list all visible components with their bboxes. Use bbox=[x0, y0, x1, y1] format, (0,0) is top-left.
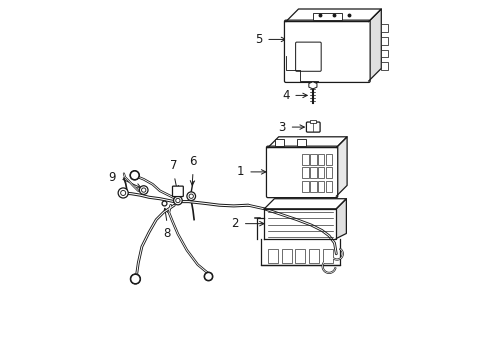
Bar bbox=[296, 139, 305, 146]
Bar bbox=[317, 181, 324, 192]
Text: 6: 6 bbox=[189, 155, 196, 168]
Bar bbox=[309, 167, 316, 178]
FancyBboxPatch shape bbox=[172, 186, 183, 197]
Text: 8: 8 bbox=[163, 227, 170, 240]
Text: 3: 3 bbox=[278, 121, 285, 134]
Bar bbox=[275, 139, 284, 146]
Bar bbox=[309, 154, 316, 165]
Bar bbox=[309, 181, 316, 192]
Circle shape bbox=[118, 188, 128, 198]
Polygon shape bbox=[285, 9, 381, 22]
Bar bbox=[381, 37, 387, 45]
FancyBboxPatch shape bbox=[266, 146, 337, 198]
Text: 2: 2 bbox=[231, 217, 239, 230]
Polygon shape bbox=[336, 137, 346, 196]
Bar bbox=[302, 181, 308, 192]
Circle shape bbox=[130, 274, 140, 284]
Circle shape bbox=[186, 192, 195, 201]
Bar bbox=[308, 249, 318, 263]
Text: 7: 7 bbox=[169, 159, 177, 172]
FancyBboxPatch shape bbox=[306, 122, 320, 132]
Circle shape bbox=[204, 272, 212, 281]
Bar bbox=[295, 249, 305, 263]
Bar bbox=[381, 49, 387, 57]
Circle shape bbox=[130, 171, 139, 180]
Text: 4: 4 bbox=[282, 89, 289, 102]
Polygon shape bbox=[267, 137, 346, 148]
Circle shape bbox=[204, 273, 212, 280]
Bar bbox=[281, 249, 291, 263]
Circle shape bbox=[173, 196, 182, 205]
Circle shape bbox=[139, 186, 148, 194]
Polygon shape bbox=[308, 82, 316, 89]
Polygon shape bbox=[368, 9, 381, 81]
FancyBboxPatch shape bbox=[284, 20, 369, 82]
Circle shape bbox=[130, 274, 140, 284]
Bar bbox=[317, 167, 324, 178]
Text: 9: 9 bbox=[108, 171, 116, 184]
Bar bbox=[302, 154, 308, 165]
Circle shape bbox=[141, 188, 145, 192]
Polygon shape bbox=[264, 199, 346, 209]
Bar bbox=[381, 62, 387, 70]
Bar bbox=[312, 13, 341, 20]
Bar bbox=[322, 249, 332, 263]
Bar bbox=[317, 154, 324, 165]
Bar bbox=[325, 167, 332, 178]
Text: 5: 5 bbox=[255, 33, 262, 46]
Bar bbox=[381, 24, 387, 32]
Text: 1: 1 bbox=[237, 165, 244, 179]
Circle shape bbox=[121, 190, 125, 195]
Bar bbox=[325, 181, 332, 192]
FancyBboxPatch shape bbox=[295, 42, 321, 71]
Bar bbox=[302, 167, 308, 178]
Bar bbox=[309, 120, 316, 123]
Bar bbox=[325, 154, 332, 165]
Circle shape bbox=[189, 194, 193, 198]
Circle shape bbox=[175, 198, 180, 203]
Bar bbox=[267, 249, 277, 263]
Circle shape bbox=[130, 171, 139, 180]
Polygon shape bbox=[336, 199, 346, 239]
